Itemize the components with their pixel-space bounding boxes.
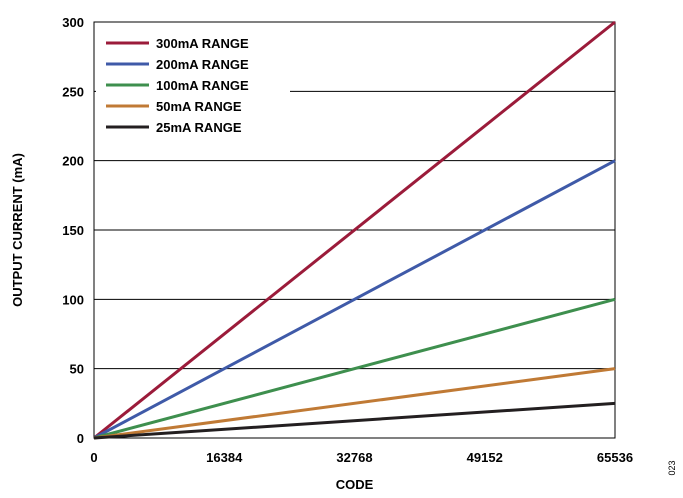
y-tick-label: 50 bbox=[70, 362, 84, 377]
legend-label: 100mA RANGE bbox=[156, 78, 249, 93]
series-lines bbox=[93, 20, 616, 440]
figure-id: 023 bbox=[667, 460, 677, 475]
legend: 300mA RANGE 200mA RANGE 100mA RANGE 50mA RA… bbox=[96, 24, 290, 135]
legend-label: 25mA RANGE bbox=[156, 120, 242, 135]
y-tick-label: 150 bbox=[62, 223, 84, 238]
series-line-200ma-range bbox=[93, 159, 616, 440]
y-tick-label: 100 bbox=[62, 292, 84, 307]
legend-label: 50mA RANGE bbox=[156, 99, 242, 114]
series-line-100ma-range bbox=[93, 297, 616, 440]
x-axis-title: CODE bbox=[336, 477, 374, 492]
y-tick-label: 200 bbox=[62, 154, 84, 169]
series-line-300ma-range bbox=[93, 20, 616, 440]
x-tick-label: 65536 bbox=[597, 450, 633, 465]
y-axis-title: OUTPUT CURRENT (mA) bbox=[10, 153, 25, 307]
y-tick-label: 250 bbox=[62, 84, 84, 99]
x-tick-label: 32768 bbox=[336, 450, 372, 465]
x-tick-labels: 0 16384 32768 49152 65536 bbox=[90, 450, 633, 465]
series-line-50ma-range bbox=[93, 367, 616, 440]
plot-frame bbox=[93, 21, 616, 439]
y-tick-label: 0 bbox=[77, 431, 84, 446]
y-tick-label: 300 bbox=[62, 15, 84, 30]
x-tick-label: 49152 bbox=[467, 450, 503, 465]
x-tick-label: 0 bbox=[90, 450, 97, 465]
y-tick-labels: 0 50 100 150 200 250 300 bbox=[62, 15, 84, 446]
legend-label: 300mA RANGE bbox=[156, 36, 249, 51]
legend-label: 200mA RANGE bbox=[156, 57, 249, 72]
x-tick-label: 16384 bbox=[206, 450, 243, 465]
series-line-25ma-range bbox=[93, 401, 616, 440]
